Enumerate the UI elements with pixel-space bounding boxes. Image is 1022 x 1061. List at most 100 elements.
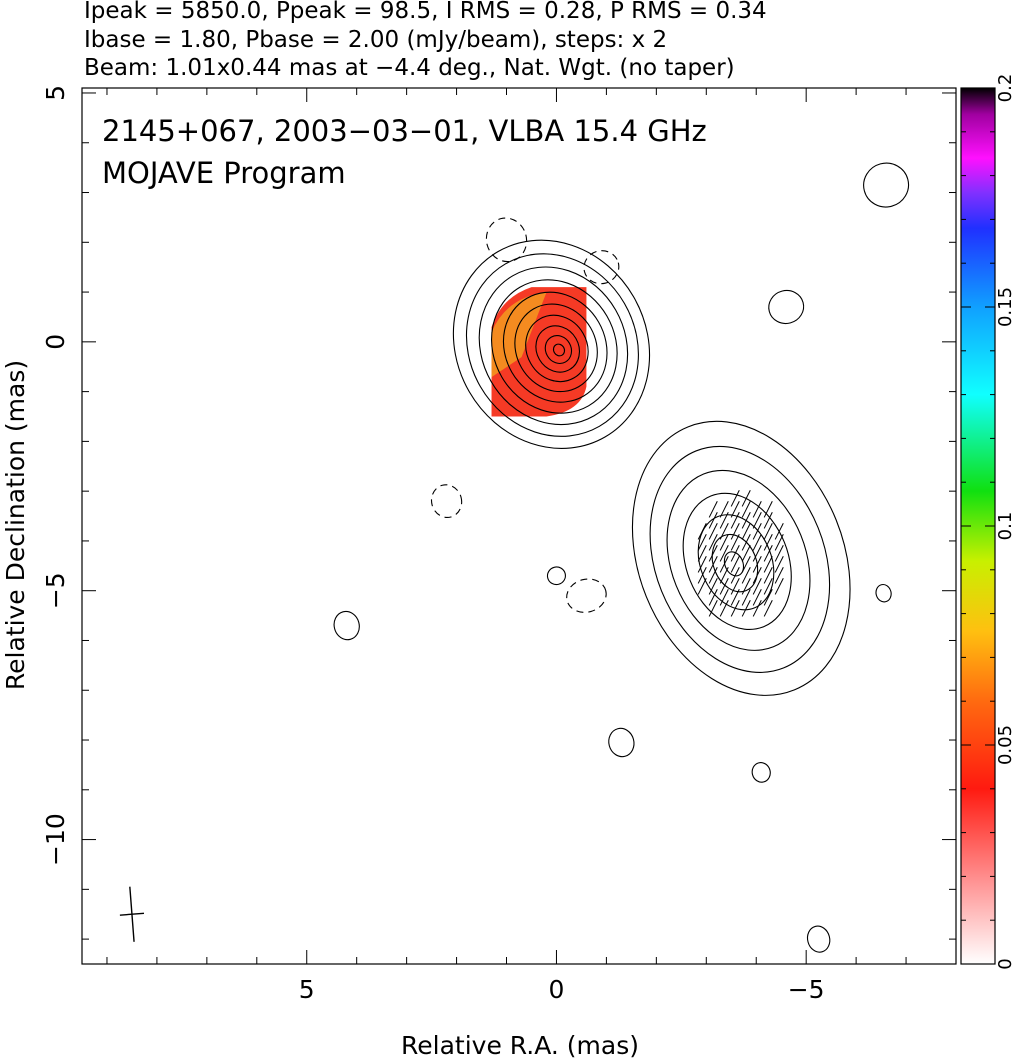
polarization-vector bbox=[730, 545, 740, 562]
polarization-vector bbox=[719, 556, 729, 573]
polarization-vector bbox=[763, 512, 773, 529]
y-axis-label: Relative Declination (mas) bbox=[1, 360, 30, 690]
contour-level bbox=[478, 266, 629, 426]
polarization-vector bbox=[708, 556, 718, 573]
source-label: 2145+067, 2003−03−01, VLBA 15.4 GHz bbox=[102, 114, 707, 148]
polarization-vector bbox=[697, 556, 707, 573]
colorbar-tick-label: 0 bbox=[995, 958, 1016, 969]
polarization-vector bbox=[763, 545, 773, 562]
polarization-vector bbox=[752, 567, 762, 584]
polarization-vector bbox=[719, 578, 729, 595]
polarization-vector bbox=[741, 578, 751, 595]
polarization-vector bbox=[752, 545, 762, 562]
polarization-vector bbox=[708, 512, 718, 529]
polarization-vector bbox=[730, 512, 740, 529]
polarization-vector bbox=[708, 600, 718, 617]
polarization-vector bbox=[730, 556, 740, 573]
polarization-vector bbox=[774, 534, 784, 551]
polarization-vector bbox=[741, 534, 751, 551]
negative-contour bbox=[430, 484, 463, 518]
polarization-vector bbox=[763, 567, 773, 584]
noise-contour bbox=[863, 162, 910, 208]
polarization-vector bbox=[752, 578, 762, 595]
contour-level bbox=[465, 253, 639, 437]
colorbar-tick-label: 0.2 bbox=[995, 74, 1016, 103]
noise-contour bbox=[875, 583, 892, 603]
polarization-vector bbox=[730, 578, 740, 595]
y-tick-label: −10 bbox=[41, 813, 70, 866]
x-tick-label: 0 bbox=[549, 975, 565, 1004]
polarization-vector bbox=[763, 556, 773, 573]
polarization-vector bbox=[741, 589, 751, 606]
negative-contour bbox=[566, 578, 607, 613]
contour-level bbox=[631, 420, 851, 696]
polarization-vector bbox=[697, 534, 707, 551]
polarization-vector bbox=[719, 523, 729, 540]
polarization-vector bbox=[752, 589, 762, 606]
polarization-vector bbox=[741, 501, 751, 518]
beam-marker bbox=[119, 886, 145, 942]
polarization-vector bbox=[741, 490, 751, 507]
polarization-vector bbox=[752, 556, 762, 573]
x-axis-label: Relative R.A. (mas) bbox=[401, 1031, 639, 1060]
polarization-vector bbox=[719, 600, 729, 617]
polarization-vector bbox=[774, 578, 784, 595]
polarization-vector bbox=[708, 534, 718, 551]
contour-level bbox=[514, 303, 598, 393]
polarization-vector bbox=[752, 501, 762, 518]
negative-contour bbox=[583, 250, 620, 285]
colorbar-tick-label: 0.05 bbox=[995, 725, 1016, 765]
contour-level bbox=[491, 279, 618, 414]
polarization-vector bbox=[752, 534, 762, 551]
y-tick-label: 0 bbox=[41, 334, 70, 350]
polarization-vector bbox=[708, 567, 718, 584]
polarization-vector bbox=[774, 556, 784, 573]
header-line2: Ibase = 1.80, Pbase = 2.00 (mJy/beam), s… bbox=[84, 27, 667, 53]
polarization-vector bbox=[741, 567, 751, 584]
polarization-vector bbox=[763, 589, 773, 606]
polarization-vector bbox=[763, 523, 773, 540]
polarization-vector bbox=[697, 578, 707, 595]
polarization-vector bbox=[730, 600, 740, 617]
polarization-vector bbox=[774, 545, 784, 562]
colorbar-axis: 0 0.05 0.1 0.15 0.2 bbox=[961, 74, 1016, 970]
contour-level bbox=[525, 314, 589, 383]
contour-level bbox=[666, 469, 811, 651]
polarization-vector bbox=[774, 567, 784, 584]
polarization-vector bbox=[708, 523, 718, 540]
contour-level bbox=[682, 492, 792, 630]
contour-level bbox=[552, 343, 566, 357]
plot-frame bbox=[81, 87, 957, 965]
x-tick-label: 5 bbox=[299, 975, 315, 1004]
polarization-vector bbox=[730, 567, 740, 584]
contour-level bbox=[502, 291, 608, 403]
polarization-vector bbox=[708, 501, 718, 518]
polarization-vector bbox=[730, 490, 740, 507]
noise-contour bbox=[806, 925, 831, 953]
polarization-vector bbox=[708, 578, 718, 595]
x-tick-label: −5 bbox=[788, 975, 825, 1004]
polarization-vector bbox=[741, 545, 751, 562]
polarization-vector bbox=[741, 556, 751, 573]
polarization-vector bbox=[730, 501, 740, 518]
polarization-vector bbox=[719, 567, 729, 584]
polarization-vector bbox=[719, 545, 729, 562]
plot-area bbox=[119, 162, 910, 953]
contour-level bbox=[697, 514, 775, 611]
polarization-vector bbox=[730, 589, 740, 606]
polarization-vector bbox=[774, 523, 784, 540]
y-tick-label: −5 bbox=[41, 572, 70, 609]
colorbar-tick-label: 0.15 bbox=[995, 287, 1016, 327]
polarization-vector bbox=[730, 523, 740, 540]
polarization-vector bbox=[719, 589, 729, 606]
polarization-vector bbox=[697, 523, 707, 540]
header-line3: Beam: 1.01x0.44 mas at −4.4 deg., Nat. W… bbox=[84, 55, 735, 81]
noise-contour bbox=[768, 289, 805, 325]
polarization-vector bbox=[752, 600, 762, 617]
polarization-vector bbox=[697, 567, 707, 584]
polarization-vector bbox=[730, 534, 740, 551]
polarization-vector bbox=[719, 534, 729, 551]
polarization-vector bbox=[708, 589, 718, 606]
polarization-vector bbox=[763, 578, 773, 595]
contour-level bbox=[649, 445, 831, 673]
